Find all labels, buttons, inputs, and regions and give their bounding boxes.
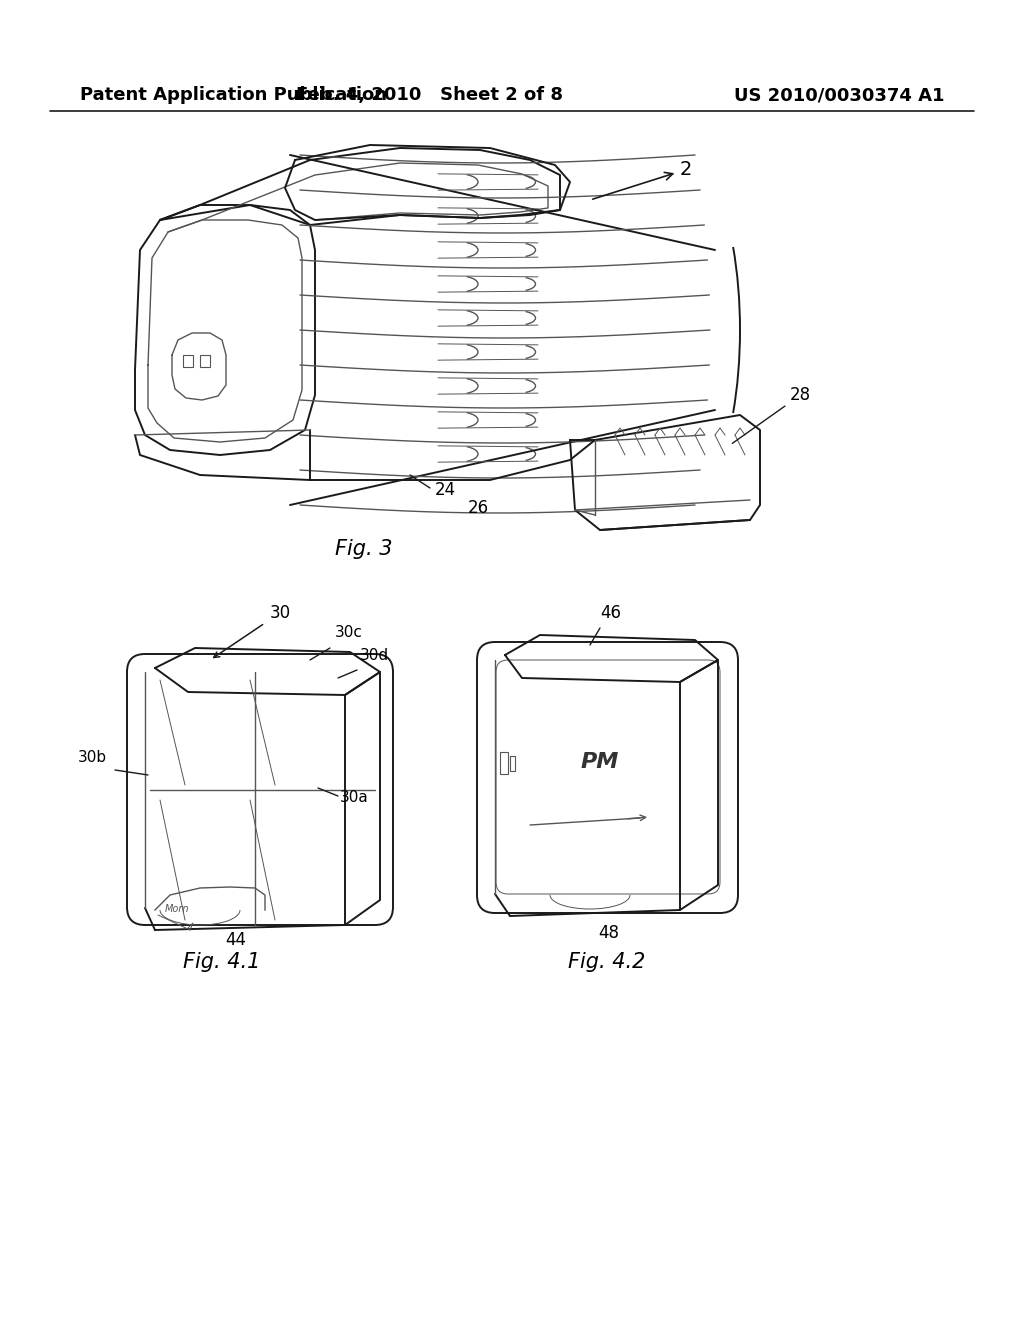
Text: US 2010/0030374 A1: US 2010/0030374 A1: [733, 86, 944, 104]
Text: Morn: Morn: [165, 904, 189, 913]
Text: 30a: 30a: [340, 789, 369, 805]
Text: 24: 24: [435, 480, 456, 499]
Text: Fig. 4.2: Fig. 4.2: [568, 952, 645, 972]
Text: 48: 48: [598, 924, 618, 942]
Text: Fig. 3: Fig. 3: [335, 539, 392, 558]
Text: 30b: 30b: [78, 750, 108, 766]
Text: 46: 46: [600, 605, 621, 622]
Text: Patent Application Publication: Patent Application Publication: [80, 86, 387, 104]
Text: 30: 30: [270, 605, 291, 622]
Text: 2: 2: [593, 160, 692, 199]
Bar: [200, 355, 210, 367]
Text: 30d: 30d: [360, 648, 389, 663]
Bar: [510, 756, 515, 771]
Text: Feb. 4, 2010   Sheet 2 of 8: Feb. 4, 2010 Sheet 2 of 8: [297, 86, 563, 104]
Text: Fig. 4.1: Fig. 4.1: [183, 952, 260, 972]
Text: PM: PM: [581, 752, 620, 772]
Text: 44: 44: [225, 931, 246, 949]
Text: 30c: 30c: [335, 624, 362, 640]
Text: 26: 26: [468, 499, 489, 517]
Text: 28: 28: [732, 385, 811, 444]
Bar: [500, 752, 508, 774]
Bar: [183, 355, 193, 367]
